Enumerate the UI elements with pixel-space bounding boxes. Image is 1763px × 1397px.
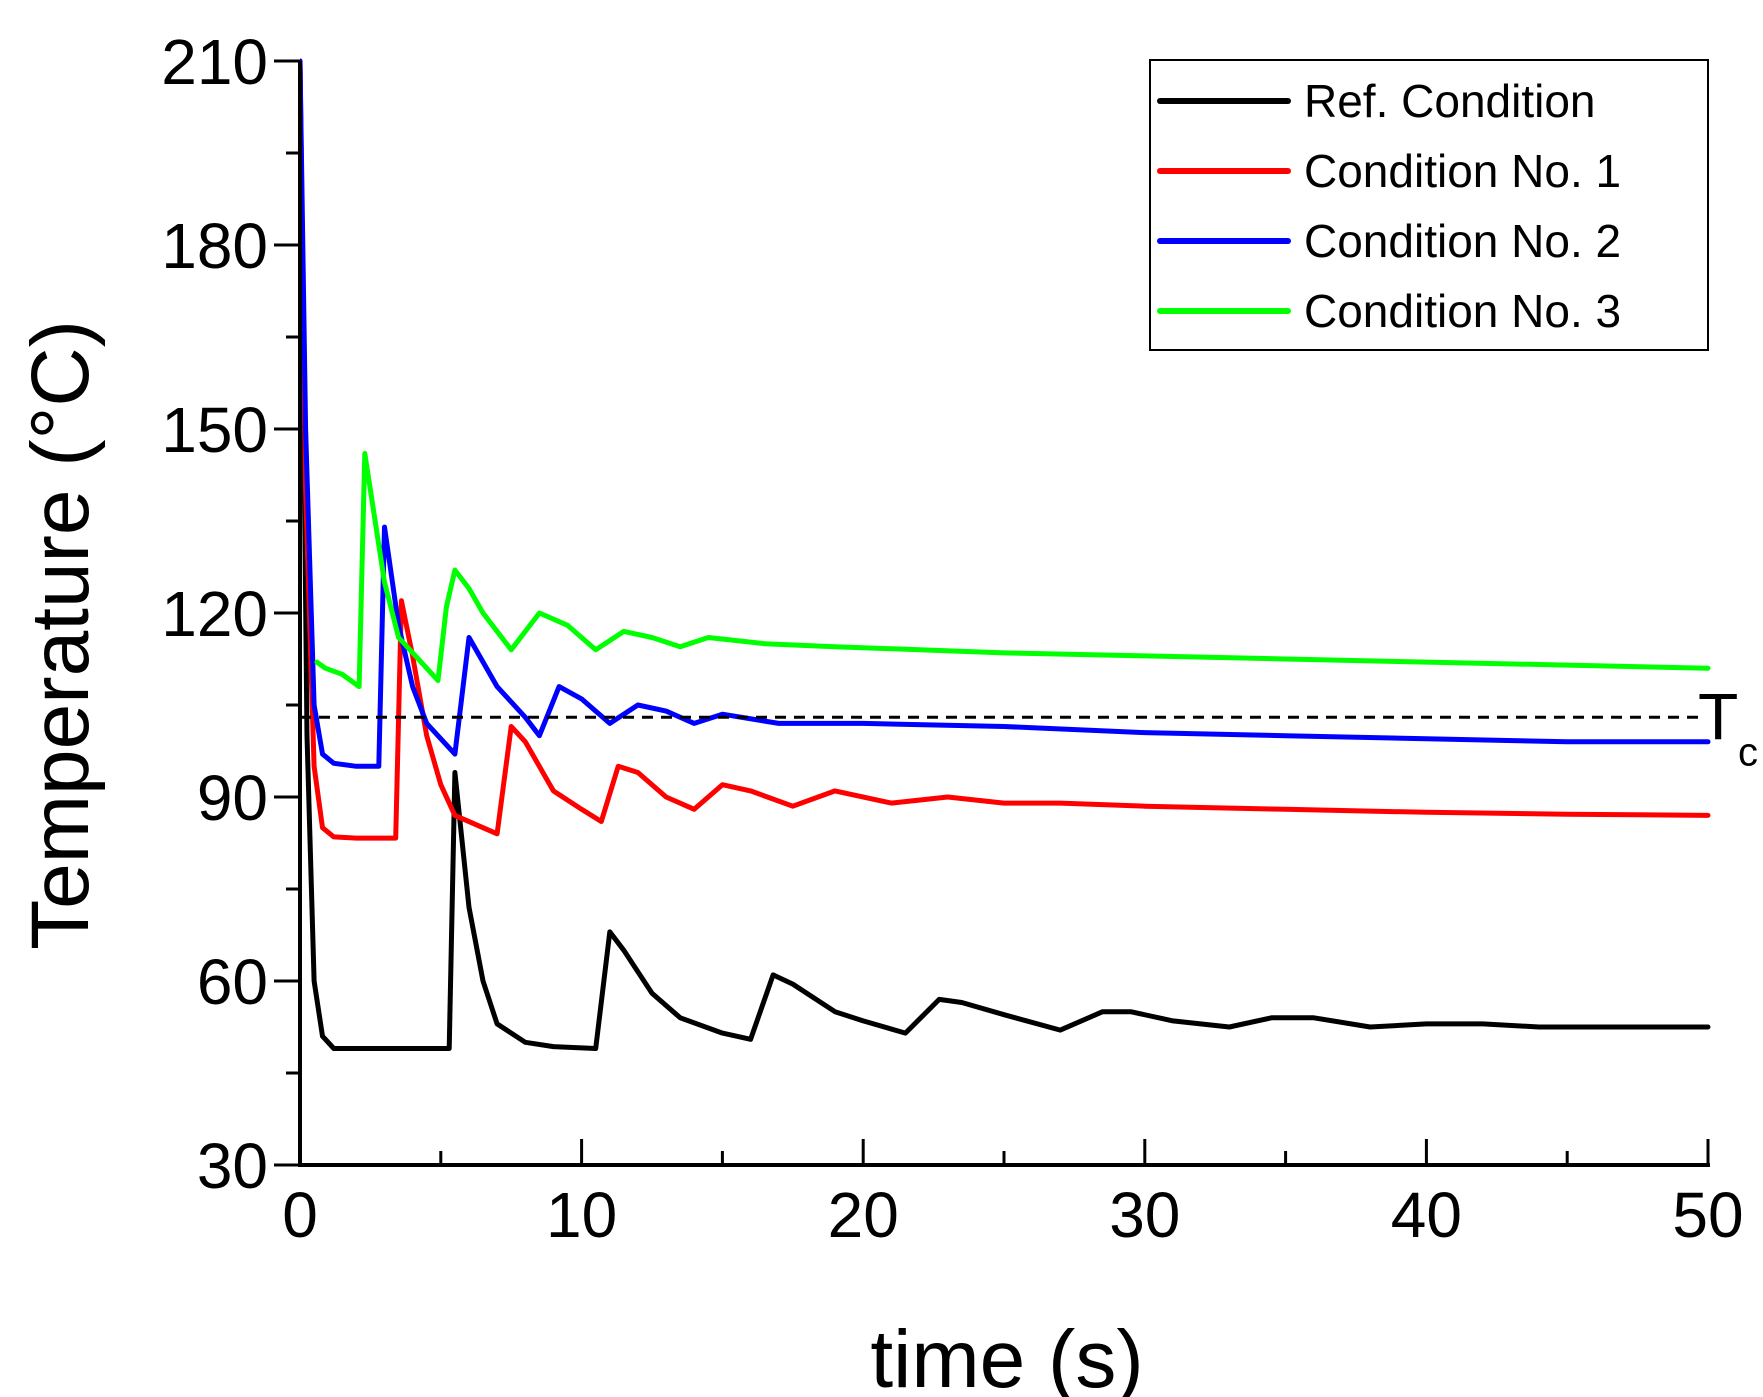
y-tick-label: 180 <box>161 210 268 282</box>
series-line-2 <box>300 58 1711 841</box>
reference-line-label: T <box>1698 679 1738 753</box>
y-tick-label: 210 <box>161 26 268 98</box>
legend: Ref. Condition Condition No. 1 Condition N… <box>1149 59 1709 351</box>
y-tick-label: 90 <box>197 762 268 834</box>
legend-label: Condition No. 2 <box>1304 215 1621 267</box>
y-tick-label: 60 <box>197 946 268 1018</box>
legend-label: Condition No. 1 <box>1304 145 1621 197</box>
x-tick-label: 50 <box>1672 1179 1743 1251</box>
x-axis-title: time (s) <box>870 1314 1143 1397</box>
x-tick-label: 0 <box>282 1179 318 1251</box>
legend-label: Ref. Condition <box>1304 75 1596 127</box>
legend-box <box>1149 59 1709 351</box>
series-line-1 <box>300 58 1711 1051</box>
x-tick-label: 30 <box>1109 1179 1180 1251</box>
y-tick-label: 120 <box>161 578 268 650</box>
legend-label: Condition No. 3 <box>1304 285 1621 337</box>
series-line-3 <box>300 58 1711 769</box>
series-line-4 <box>314 451 1711 690</box>
x-tick-label: 20 <box>828 1179 899 1251</box>
y-tick-label: 30 <box>197 1130 268 1202</box>
reference-line-label-subscript: c <box>1738 730 1758 774</box>
y-tick-label: 150 <box>161 394 268 466</box>
series-layer <box>300 58 1711 1051</box>
x-tick-label: 40 <box>1391 1179 1462 1251</box>
x-tick-label: 10 <box>546 1179 617 1251</box>
axes-layer: 0 10 20 30 40 50 30 60 90 120 150 180 210 <box>161 26 1743 1251</box>
y-axis-title: Temperature (°C) <box>15 320 106 950</box>
